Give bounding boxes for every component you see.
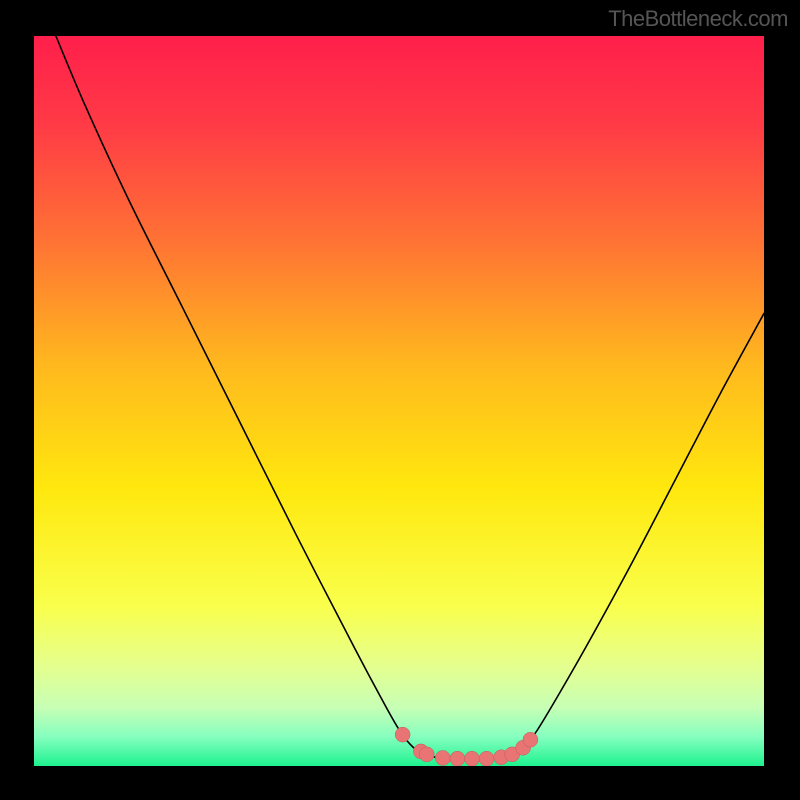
figure-root: TheBottleneck.com [0,0,800,800]
marker-point [450,751,465,766]
marker-point [395,727,410,742]
marker-point [435,750,450,765]
marker-point [479,751,494,766]
marker-point [523,732,538,747]
bottleneck-chart [34,36,764,766]
marker-point [465,751,480,766]
gradient-background [34,36,764,766]
plot-area [34,36,764,766]
marker-point [419,747,434,762]
attribution-text: TheBottleneck.com [608,6,788,32]
